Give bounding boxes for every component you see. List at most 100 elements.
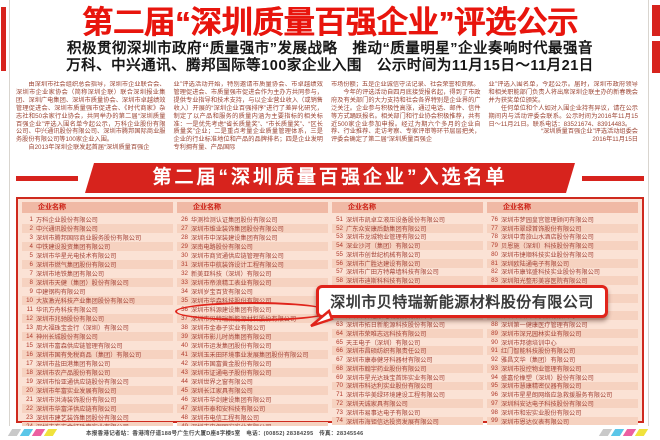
row-number: 29 — [181, 243, 188, 250]
intro-column-1: 由深圳市社会组织总会指导，深圳市企业联合会、深圳市企业家协会（简称深圳企联）联合… — [16, 81, 166, 158]
intro-paragraph: 任何单位和个人如对入围企业持有异议，请在公示期间内与活动评委会联系。公示时间为2… — [488, 104, 639, 128]
row-name: 深圳市恩达仪表有限公司 — [501, 418, 570, 426]
company-row: 29 深南电路股份有限公司 — [177, 242, 328, 251]
edge-fragment — [1, 7, 6, 71]
company-row: 22 深圳市华富洋供应链有限公司 — [22, 404, 173, 413]
row-name: 深圳市慧康精密仪器有限公司 — [501, 383, 582, 391]
row-name: 深圳市科达利实业股份有限公司 — [346, 383, 433, 391]
company-row: 31 深圳市中航装饰设计工程有限公司 — [177, 260, 328, 269]
row-name: 深圳市凯卓立液压设备股份有限公司 — [346, 216, 445, 224]
row-name: 深圳市龙城物业管理有限公司 — [346, 234, 427, 242]
row-name: 深圳市翰宇药业股份有限公司 — [346, 365, 427, 373]
company-row: 95 深圳市慧康精密仪器有限公司 — [487, 381, 638, 391]
company-row: 90 深圳市邦德培训中心 — [487, 338, 638, 347]
company-row: 88 深圳第一健康医疗管理有限公司 — [487, 320, 638, 329]
row-number: 37 — [181, 315, 188, 322]
row-name: 贝恩施（深圳）科技股份有限公司 — [501, 243, 594, 251]
row-number: 23 — [26, 414, 33, 421]
row-number: 57 — [336, 268, 343, 276]
company-row: 6 深圳市燃气集团股份有限公司 — [22, 260, 173, 269]
row-name: 盛嘉伦橡塑（深圳）股份有限公司 — [501, 374, 594, 382]
company-row: 97 深圳科安达电子科技股份有限公司 — [487, 399, 638, 408]
company-row: 67 深圳市康泰健牙科器材有限公司 — [332, 355, 483, 364]
banner-title: 第二届“深圳质量百强企业”入选名单 — [85, 163, 575, 193]
column-header: 企业名称 — [177, 202, 328, 213]
intro-paragraph: 市场份额；五是企业诚信守法记录、社会荣誉和贡献。 — [331, 81, 480, 88]
row-name: 深圳市华富洋供应链有限公司 — [36, 406, 117, 413]
company-row: 32 新美亚科技（深圳）有限公司 — [177, 269, 328, 278]
company-row: 52 广东众安康后勤集团有限公司 — [332, 223, 483, 233]
row-name: 深圳市泰和安科技有限公司 — [191, 406, 266, 413]
row-number: 90 — [491, 338, 498, 346]
row-name: 深圳市星光达珠宝首饰实业有限公司 — [346, 374, 445, 382]
company-row: 63 深圳市拓日新能源科技股份有限公司 — [332, 320, 483, 329]
row-name: 深圳市地铁集团有限公司 — [36, 271, 105, 278]
row-number: 79 — [491, 242, 498, 250]
row-name: 深圳市兆驰股份有限公司 — [36, 316, 105, 323]
row-name: 深圳市荣唯志远科技有限公司 — [346, 330, 427, 338]
row-name: 新美亚科技（深圳）有限公司 — [191, 271, 272, 278]
row-name: 深圳市广胜达建设有限公司 — [346, 260, 421, 268]
row-number: 41 — [181, 351, 188, 358]
row-name: 深圳玉禾田环境事业发展集团股份有限公司 — [191, 352, 309, 359]
company-row: 13 周大福珠宝金行（深圳）有限公司 — [22, 323, 173, 332]
row-number: 42 — [181, 360, 188, 367]
page-title: 第二届“深圳质量百强企业”评选公示 — [82, 5, 578, 40]
row-number: 40 — [181, 342, 188, 349]
intro-paragraph: 业”评选入围名单，今起公示。届时，深圳市政府领导和相关职能部门负责人将出席深圳企… — [488, 81, 639, 104]
company-row: 18 深圳市农产品股份有限公司 — [22, 368, 173, 377]
row-number: 15 — [26, 342, 33, 349]
row-name: 深圳世界之窗有限公司 — [191, 379, 253, 386]
row-number: 4 — [29, 243, 33, 250]
company-row: 37 深圳市贝特瑞新能源材料股份有限公司 — [177, 314, 328, 323]
company-row: 43 深圳市证通电子股份有限公司 — [177, 368, 328, 377]
row-number: 13 — [26, 324, 33, 331]
callout-tail-icon — [310, 308, 334, 328]
row-name: 深圳市影儿时尚集团有限公司 — [191, 334, 272, 341]
company-column-4: 企业名称 76 深圳市梦园皇宫管理顾问有限公司 77 深圳市翠绿首饰股份有限公司 78 深… — [487, 202, 638, 434]
row-name: 天王电子（深圳）有限公司 — [346, 339, 421, 347]
company-row: 38 深圳市金泰子实业有限公司 — [177, 323, 328, 332]
intro-paragraph: 业”评选活动开始，特别邀请市质量协会、市卓越绩效管理促进会、市质量强市促进会作为… — [173, 81, 324, 152]
company-row: 93 深圳市投控物业管理有限公司 — [487, 364, 638, 373]
intro-column-2: 业”评选活动开始，特别邀请市质量协会、市卓越绩效管理促进会、市质量强市促进会作为… — [174, 81, 324, 158]
row-name: 深圳市洪涛装饰股份有限公司 — [36, 397, 117, 404]
row-number: 68 — [336, 364, 343, 372]
company-row: 16 深圳市国有免税商品（集团）有限公司 — [22, 350, 173, 359]
row-number: 97 — [491, 399, 498, 407]
company-row: 39 深圳市影儿时尚集团有限公司 — [177, 332, 328, 341]
row-name: 深圳市燃气集团股份有限公司 — [36, 262, 117, 269]
row-number: 5 — [29, 252, 33, 259]
row-name: 深圳市华森科技股份有限公司 — [191, 298, 272, 305]
company-row: 2 中兴通讯股份有限公司 — [22, 224, 173, 233]
row-name: 深业沙河（集团）有限公司 — [346, 243, 421, 251]
row-name: 深圳市翠绿首饰股份有限公司 — [501, 225, 582, 233]
company-row: 81 深圳欧陆通电子有限公司 — [487, 258, 638, 268]
row-name: 深圳欧陆通电子有限公司 — [501, 260, 570, 268]
company-row: 46 深圳市华剑建设集团有限公司 — [177, 395, 328, 404]
row-number: 67 — [336, 356, 343, 364]
company-row: 98 深圳市和宏实业股份有限公司 — [487, 408, 638, 417]
row-number: 36 — [181, 306, 188, 313]
company-row: 79 贝恩施（深圳）科技股份有限公司 — [487, 241, 638, 251]
intro-paragraph: “深圳质量百强企业”评选活动组委会 — [541, 128, 638, 136]
row-number: 10 — [26, 297, 33, 304]
row-name: 深圳市星星朗网络应急救援服务有限公司 — [501, 392, 613, 400]
row-number: 43 — [181, 369, 188, 376]
company-row: 70 深圳市科达利实业股份有限公司 — [332, 381, 483, 391]
company-row: 35 深圳市华森科技股份有限公司 — [177, 296, 328, 305]
column-header: 企业名称 — [487, 202, 638, 213]
company-row: 41 深圳玉禾田环境事业发展集团股份有限公司 — [177, 350, 328, 359]
company-row: 74 深圳市海钜信达投资发展有限公司 — [332, 416, 483, 426]
company-column-1: 企业名称 1 万科企业股份有限公司 2 中兴通讯股份有限公司 3 深圳市腾邦国际商业服务股… — [22, 202, 173, 440]
row-number: 74 — [336, 417, 343, 425]
company-row: 69 深圳市星光达珠宝首饰实业有限公司 — [332, 373, 483, 382]
footer-note: 本报香港记者站：香港湾仔道188号广生行大厦D座8字楼5室 电话：(00852)… — [86, 431, 364, 437]
row-number: 52 — [336, 224, 343, 232]
row-number: 93 — [491, 364, 498, 372]
company-row: 91 红门智能科技股份有限公司 — [487, 346, 638, 356]
row-name: 深圳市建艺装饰集团股份有限公司 — [36, 415, 129, 422]
company-row: 73 深圳市易事达电子有限公司 — [332, 408, 483, 417]
company-row: 42 深圳市国富黄金股份有限公司 — [177, 359, 328, 368]
row-number: 48 — [181, 414, 188, 421]
